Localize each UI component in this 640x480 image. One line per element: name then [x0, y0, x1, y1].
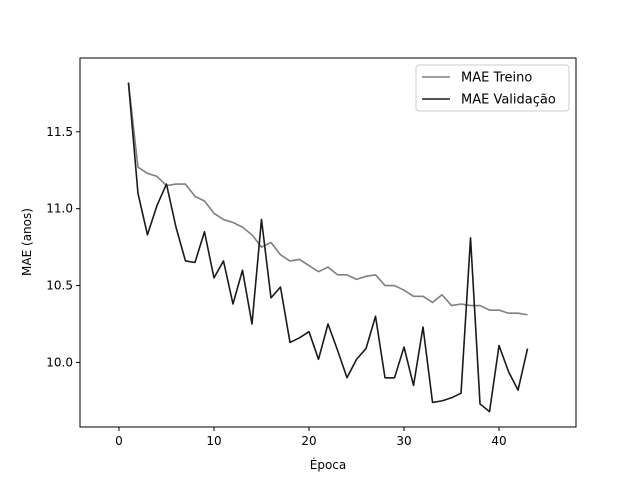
x-tick-label: 0: [115, 434, 123, 448]
y-axis-label: MAE (anos): [20, 208, 34, 276]
y-tick-label: 10.5: [46, 279, 73, 293]
plot-frame: [79, 57, 577, 428]
x-tick-label: 30: [396, 434, 411, 448]
x-axis: 0 10 20 30 40: [115, 427, 507, 448]
series-line-treino: [127, 82, 528, 316]
legend-label: MAE Treino: [461, 71, 532, 86]
legend: MAE Treino MAE Validação: [415, 64, 570, 112]
x-axis-label: Época: [310, 457, 347, 472]
series-line-validacao: [127, 82, 529, 413]
x-tick-label: 20: [301, 434, 316, 448]
y-tick-label: 10.0: [46, 355, 73, 369]
y-tick-label: 11.0: [46, 202, 73, 216]
series-layer: [127, 82, 529, 413]
y-tick-label: 11.5: [46, 125, 73, 139]
x-tick-label: 40: [491, 434, 506, 448]
x-tick-label: 10: [206, 434, 221, 448]
legend-label: MAE Validação: [461, 93, 556, 108]
legend-box: [415, 64, 570, 112]
y-axis: 10.0 10.5 11.0 11.5: [46, 125, 80, 369]
